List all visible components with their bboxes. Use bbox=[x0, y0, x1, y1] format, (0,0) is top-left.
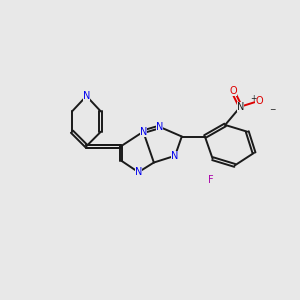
Text: N: N bbox=[171, 151, 179, 161]
Text: N: N bbox=[237, 102, 244, 112]
Text: +: + bbox=[250, 94, 256, 103]
Text: O: O bbox=[229, 86, 237, 96]
Text: F: F bbox=[208, 175, 214, 185]
Text: N: N bbox=[135, 167, 142, 177]
Text: N: N bbox=[140, 127, 147, 137]
Text: O: O bbox=[255, 96, 263, 106]
Text: N: N bbox=[156, 122, 163, 132]
Text: N: N bbox=[83, 91, 90, 101]
Text: −: − bbox=[269, 105, 275, 114]
